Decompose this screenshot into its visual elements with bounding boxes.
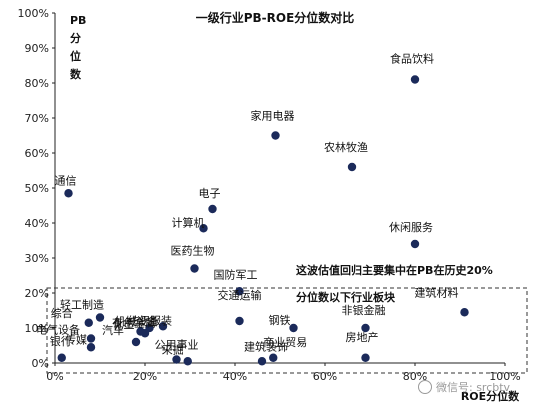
y-tick-label: 70% xyxy=(25,112,49,125)
y-axis-label: PB 分位数 xyxy=(70,14,86,81)
wechat-icon xyxy=(418,380,432,394)
point-label: 交通运输 xyxy=(218,288,262,302)
y-tick-label: 80% xyxy=(25,77,49,90)
point-label: 家用电器 xyxy=(251,109,295,123)
point-label: 计算机 xyxy=(172,215,205,229)
point-label: 机械设备 xyxy=(115,314,159,328)
point-label: 建筑材料 xyxy=(415,285,459,299)
point-label: 纺织服装 xyxy=(128,313,172,327)
y-tick-label: 10% xyxy=(25,322,49,335)
data-point xyxy=(84,318,93,327)
point-label: 化工 xyxy=(113,318,135,332)
data-point xyxy=(269,353,278,362)
x-tick-label: 40% xyxy=(223,370,247,383)
chart-title: 一级行业PB-ROE分位数对比 xyxy=(196,10,355,25)
point-label: 通信 xyxy=(55,174,77,187)
data-point xyxy=(140,329,150,338)
point-label: 汽车 xyxy=(102,323,124,337)
point-label: 有色金属 xyxy=(112,315,156,329)
point-label: 农林牧渔 xyxy=(324,140,368,154)
data-point xyxy=(271,131,280,140)
annotation-text-line1: 这波估值回归主要集中在PB在历史20% xyxy=(296,263,493,277)
y-axis-label-part: PB xyxy=(70,14,86,27)
data-point xyxy=(208,204,217,214)
data-point xyxy=(95,313,105,322)
data-point xyxy=(190,264,199,273)
data-point xyxy=(86,343,96,352)
y-axis-label-part: 分 xyxy=(70,31,81,45)
data-point xyxy=(257,357,267,366)
data-point xyxy=(289,323,298,333)
watermark: 微信号: srcbtv xyxy=(418,376,546,398)
y-tick-label: 60% xyxy=(25,147,49,160)
x-axis-label: ROE分位数 xyxy=(461,389,520,403)
data-point xyxy=(460,308,469,317)
point-label: 轻工制造 xyxy=(60,298,104,312)
y-tick-label: 20% xyxy=(25,287,49,300)
point-label: 非银金融 xyxy=(342,303,386,317)
point-label: 医药生物 xyxy=(171,244,215,258)
annotation-box-layer xyxy=(46,287,528,374)
data-points xyxy=(57,75,469,366)
data-point xyxy=(183,357,192,366)
annotation-box xyxy=(46,287,528,374)
data-point xyxy=(235,316,244,326)
point-label: 电子 xyxy=(199,187,221,200)
data-point xyxy=(235,287,244,296)
point-label: 公用事业 xyxy=(155,339,199,352)
point-label: 钢铁 xyxy=(269,314,291,327)
data-point xyxy=(57,353,66,362)
data-point xyxy=(172,355,181,364)
x-tick-label: 20% xyxy=(133,370,157,383)
y-axis-label-part: 数 xyxy=(70,67,82,81)
point-label: 商业贸易 xyxy=(263,335,307,349)
x-tick-label: 0% xyxy=(46,370,63,383)
data-point xyxy=(131,337,141,347)
point-label: 建筑装饰 xyxy=(244,339,288,353)
tick-labels: 0% 10% 20% 30% 40% 50% 60% 70% 80% 90% 100% 0% 20% 40… xyxy=(18,7,521,383)
data-point xyxy=(410,75,420,84)
point-label: 国防军工 xyxy=(214,267,258,281)
point-label: 电气设备 xyxy=(36,323,80,337)
annotation-text-line2: 分位数以下行业板块 xyxy=(296,290,396,304)
x-tick-label: 80% xyxy=(403,370,427,383)
point-label: 传媒 xyxy=(65,333,87,346)
y-tick-label: 90% xyxy=(25,42,49,55)
watermark-text: 微信号: srcbtv xyxy=(436,381,511,394)
y-tick-label: 50% xyxy=(25,182,49,195)
point-label: 采掘 xyxy=(162,342,184,356)
data-point xyxy=(86,334,96,343)
x-tick-label: 60% xyxy=(313,370,337,383)
y-tick-label: 30% xyxy=(25,252,49,265)
y-tick-label: 0% xyxy=(32,357,49,370)
point-label: 综合 xyxy=(51,306,73,320)
y-axis-label-part: 位 xyxy=(70,49,81,63)
axes: PB 分位数 xyxy=(54,13,505,364)
data-point xyxy=(199,224,208,233)
data-point xyxy=(64,189,73,198)
point-label: 房地产 xyxy=(346,330,379,344)
data-point xyxy=(410,239,420,249)
point-label: 休闲服务 xyxy=(389,220,433,234)
x-tick-label: 100% xyxy=(489,370,520,383)
data-point xyxy=(361,353,370,362)
point-label: 银行 xyxy=(50,334,72,348)
y-tick-label: 100% xyxy=(18,7,49,20)
data-point xyxy=(347,162,357,172)
y-tick-label: 40% xyxy=(25,217,49,230)
data-point xyxy=(158,322,168,331)
point-label: 食品饮料 xyxy=(390,52,434,66)
data-point xyxy=(361,323,370,333)
